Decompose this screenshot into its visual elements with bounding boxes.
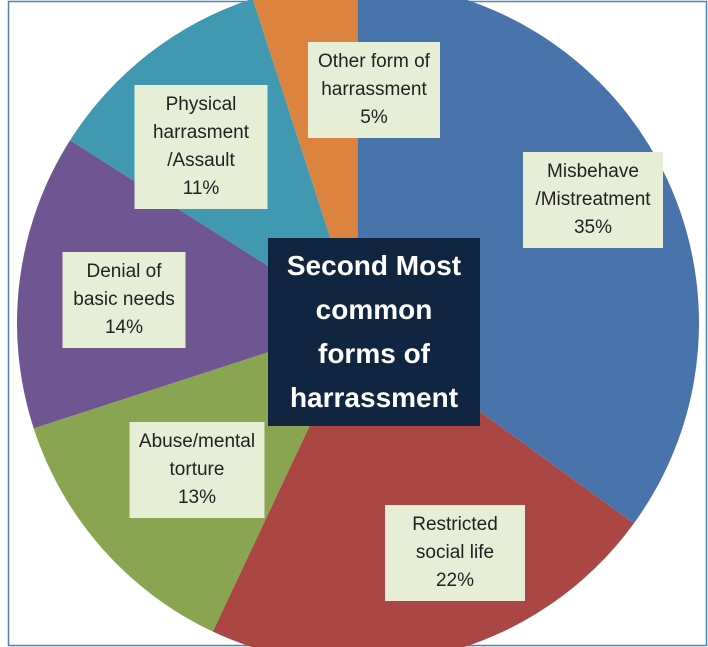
data-label: Misbehave /Mistreatment 35% [523, 152, 663, 248]
slice-value: 35% [573, 217, 613, 238]
pie-slice [358, 0, 700, 524]
data-label: Physical harrasment /Assault 11% [134, 85, 268, 209]
slice-value: 5% [360, 107, 388, 128]
slice-name: Abuse/mental torture [138, 431, 256, 480]
slice-name: Other form of harrassment [318, 51, 430, 100]
slice-name: Misbehave /Mistreatment [535, 161, 651, 210]
chart-title: Second Most common forms of harrassment [268, 238, 480, 426]
slice-value: 11% [182, 178, 220, 199]
slice-name: Restricted social life [412, 514, 498, 563]
data-label: Abuse/mental torture 13% [129, 422, 265, 518]
slice-name: Physical harrasment /Assault [152, 94, 250, 171]
data-label: Denial of basic needs 14% [62, 252, 186, 348]
slice-value: 13% [177, 487, 217, 508]
data-label: Other form of harrassment 5% [308, 42, 440, 138]
slice-name: Denial of basic needs [73, 261, 175, 310]
slice-value: 14% [104, 317, 144, 338]
data-label: Restricted social life 22% [385, 505, 525, 601]
pie-slice [212, 323, 634, 647]
slice-value: 22% [435, 570, 475, 591]
pie-slice [16, 140, 358, 429]
